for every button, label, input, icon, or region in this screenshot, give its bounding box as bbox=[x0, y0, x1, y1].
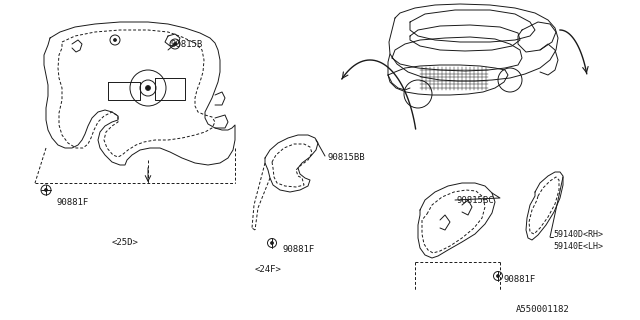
Text: A550001182: A550001182 bbox=[516, 306, 570, 315]
Text: 90881F: 90881F bbox=[503, 276, 535, 284]
Circle shape bbox=[271, 242, 273, 244]
Text: 90815BC: 90815BC bbox=[456, 196, 493, 204]
Circle shape bbox=[45, 188, 47, 191]
Circle shape bbox=[113, 38, 116, 42]
Text: 90881F: 90881F bbox=[282, 244, 314, 253]
Text: 59140D<RH>: 59140D<RH> bbox=[553, 229, 603, 238]
Text: <24F>: <24F> bbox=[255, 266, 282, 275]
Text: 59140E<LH>: 59140E<LH> bbox=[553, 242, 603, 251]
Circle shape bbox=[173, 43, 177, 45]
Circle shape bbox=[497, 275, 499, 277]
Text: 90815B: 90815B bbox=[170, 39, 202, 49]
Text: 90815BB: 90815BB bbox=[327, 153, 365, 162]
Text: <25D>: <25D> bbox=[112, 237, 139, 246]
Text: 90881F: 90881F bbox=[56, 197, 88, 206]
Circle shape bbox=[145, 85, 150, 91]
